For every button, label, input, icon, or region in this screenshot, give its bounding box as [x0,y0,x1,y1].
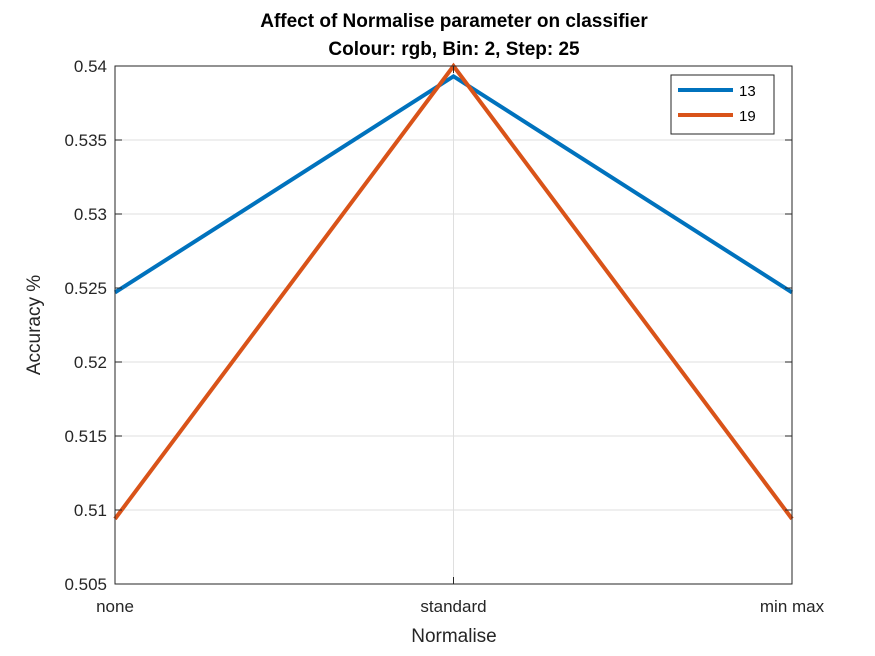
grid [114,65,793,585]
x-axis-label: Normalise [411,626,497,647]
legend-entry-label: 19 [739,108,756,125]
y-tick-label: 0.535 [64,131,107,150]
x-tick-label: standard [420,597,486,616]
y-axis-label: Accuracy % [24,275,45,375]
x-tick-label: none [96,597,134,616]
legend-entry-label: 13 [739,83,756,100]
chart-title: Affect of Normalise parameter on classif… [260,11,648,32]
x-tick-label: min max [760,597,825,616]
legend-box [670,74,775,135]
y-tick-label: 0.525 [64,279,107,298]
chart-subtitle: Colour: rgb, Bin: 2, Step: 25 [328,39,580,60]
axis-ticks: 0.505 0.51 0.515 0.52 0.525 0.53 0.535 0.54 none… [64,57,824,616]
series-line-13 [113,73,794,295]
y-tick-label: 0.51 [74,501,107,520]
y-tick-label: 0.505 [64,575,107,594]
y-tick-label: 0.52 [74,353,107,372]
y-tick-label: 0.53 [74,205,107,224]
y-tick-label: 0.54 [74,57,107,76]
y-tick-label: 0.515 [64,427,107,446]
